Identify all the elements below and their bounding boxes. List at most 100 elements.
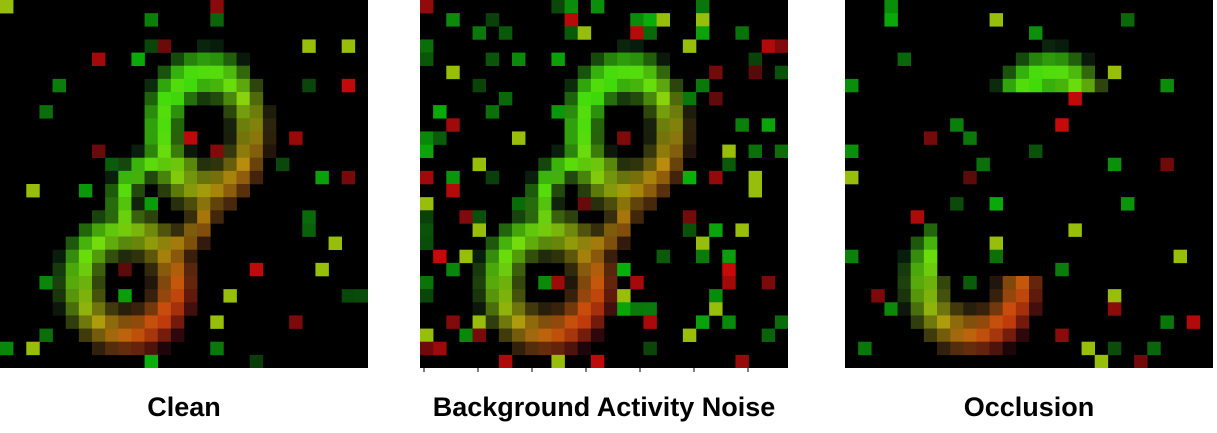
event-pixel [538, 315, 552, 329]
event-pixel [722, 276, 736, 290]
event-pixel [538, 249, 552, 264]
event-pixel [105, 210, 119, 224]
event-pixel [236, 157, 251, 172]
event-pixel [1160, 78, 1174, 93]
event-pixel [184, 157, 198, 172]
event-pixel [525, 184, 539, 198]
event-pixel [512, 52, 526, 67]
event-pixel [420, 276, 434, 290]
event-pixel [52, 78, 67, 93]
event-pixel [302, 39, 316, 53]
event-pixel [1042, 78, 1056, 93]
event-pixel [223, 118, 237, 132]
event-pixel [525, 315, 539, 329]
event-pixel [989, 328, 1004, 343]
event-pixel [604, 236, 618, 251]
event-pixel [643, 65, 657, 80]
event-pixel [52, 262, 67, 277]
event-pixel [761, 39, 776, 53]
event-pixel [564, 26, 579, 40]
event-pixel [498, 262, 513, 277]
event-pixel [236, 144, 251, 159]
event-pixel [1002, 276, 1017, 290]
event-pixel [643, 315, 657, 329]
event-pixel [590, 302, 605, 316]
event-pixel [420, 170, 434, 185]
event-pixel [485, 315, 500, 329]
event-pixel [184, 184, 198, 198]
event-pixel [682, 118, 697, 132]
event-pixel [669, 157, 684, 172]
event-pixel [1134, 354, 1148, 368]
event-pixel [897, 289, 912, 303]
event-pixel [459, 328, 473, 343]
event-pixel [144, 328, 159, 343]
event-pixel [937, 328, 951, 343]
event-pixel [210, 92, 224, 106]
event-pixel [118, 236, 132, 251]
event-pixel [236, 184, 251, 198]
event-pixel [78, 223, 93, 237]
event-pixel [577, 144, 592, 159]
event-pixel [963, 131, 977, 145]
event-pixel [472, 157, 487, 172]
event-pixel [485, 170, 500, 185]
event-pixel [1068, 52, 1082, 67]
event-pixel [498, 315, 513, 329]
event-pixel [1055, 65, 1069, 80]
event-pixel [459, 249, 473, 264]
event-pixel [722, 157, 736, 172]
event-pixel [184, 131, 198, 145]
event-pixel [78, 289, 93, 303]
event-pixel [564, 118, 579, 132]
event-pixel [223, 105, 237, 119]
event-pixel [669, 78, 684, 93]
event-pixel [446, 13, 460, 27]
event-pixel [446, 262, 460, 277]
event-pixel [937, 302, 951, 316]
event-pixel [92, 236, 106, 251]
event-pixel [897, 249, 912, 264]
event-pixel [420, 131, 434, 145]
event-pixel [131, 144, 145, 159]
event-pixel [538, 302, 552, 316]
event-pixel [420, 39, 434, 53]
event-pixel [1015, 315, 1030, 329]
event-pixel [963, 341, 977, 356]
event-pixel [118, 223, 132, 237]
event-pixel [262, 118, 277, 132]
event-pixel [236, 105, 251, 119]
event-pixel [1042, 65, 1056, 80]
event-pixel [656, 105, 671, 119]
event-pixel [577, 26, 592, 40]
event-pixel [630, 13, 644, 27]
event-pixel [845, 78, 859, 93]
event-pixel [210, 144, 224, 159]
event-pixel [157, 184, 172, 198]
event-pixel [1081, 52, 1096, 67]
event-pixel [446, 184, 460, 198]
event-pixel [564, 157, 579, 172]
event-pixel [748, 65, 763, 80]
event-pixel [1055, 39, 1069, 53]
event-pixel [577, 341, 592, 356]
event-pixel [236, 131, 251, 145]
caption-clean: Clean [147, 392, 221, 422]
event-pixel [144, 105, 159, 119]
event-pixel [1081, 65, 1096, 80]
event-pixel [538, 236, 552, 251]
event-pixel [157, 105, 172, 119]
event-pixel [170, 65, 185, 80]
event-pixel [472, 315, 487, 329]
event-pixel [989, 315, 1004, 329]
event-pixel [630, 210, 644, 224]
event-pixel [157, 144, 172, 159]
event-pixel [923, 131, 938, 145]
event-pixel [65, 315, 80, 329]
event-pixel [669, 144, 684, 159]
event-pixel [709, 289, 723, 303]
event-pixel [302, 210, 316, 224]
event-pixel [590, 249, 605, 264]
event-pixel [65, 236, 80, 251]
event-pixel [910, 315, 925, 329]
